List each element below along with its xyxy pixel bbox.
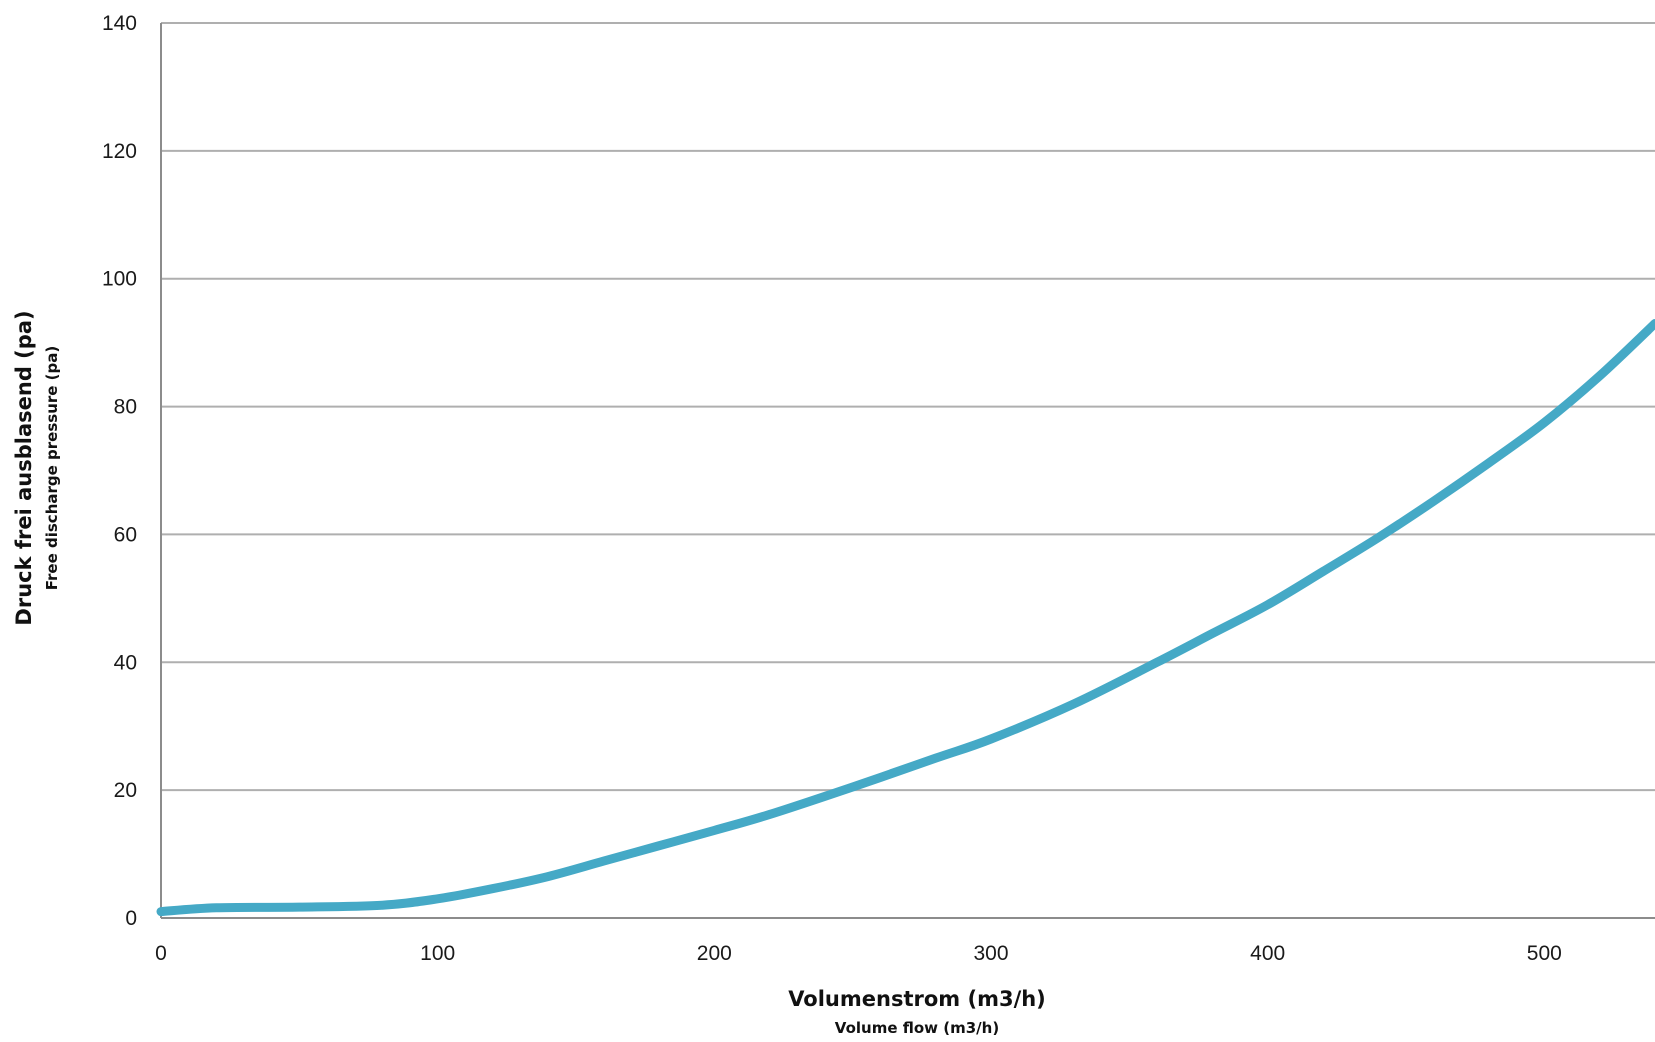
x-axis-title: Volumenstrom (m3/h) xyxy=(788,987,1046,1011)
y-tick-label: 100 xyxy=(102,268,137,291)
x-tick-label: 100 xyxy=(420,942,455,965)
x-tick-label: 200 xyxy=(697,942,732,965)
x-tick-label: 400 xyxy=(1250,942,1285,965)
y-axis-subtitle: Free discharge pressure (pa) xyxy=(43,346,61,591)
series-line xyxy=(156,318,1655,917)
axes xyxy=(160,23,1655,919)
y-tick-label: 0 xyxy=(125,907,137,930)
x-tick-label: 500 xyxy=(1527,942,1562,965)
y-axis-title: Druck frei ausblasend (pa) xyxy=(12,310,36,625)
y-tick-labels: 0 20 40 60 80 100 120 140 xyxy=(102,12,137,930)
x-axis-subtitle: Volume flow (m3/h) xyxy=(835,1019,999,1037)
gridlines xyxy=(161,22,1655,792)
y-tick-label: 40 xyxy=(114,651,137,674)
y-tick-label: 120 xyxy=(102,140,137,163)
x-tick-labels: 0 100 200 300 400 500 xyxy=(155,942,1562,965)
y-tick-label: 80 xyxy=(114,396,137,419)
y-tick-label: 60 xyxy=(114,523,137,546)
x-tick-label: 300 xyxy=(973,942,1008,965)
series-layer xyxy=(156,318,1655,917)
y-tick-label: 140 xyxy=(102,12,137,35)
x-tick-label: 0 xyxy=(155,942,167,965)
y-tick-label: 20 xyxy=(114,779,137,802)
